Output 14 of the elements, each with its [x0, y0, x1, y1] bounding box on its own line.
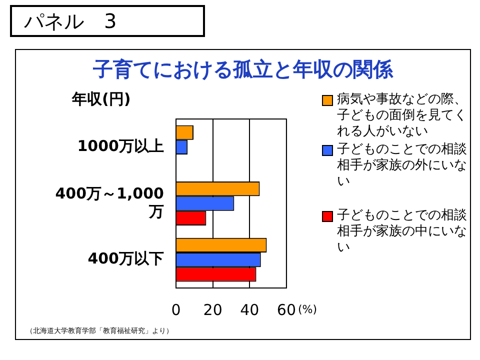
text: パネル 3 — [10, 5, 205, 37]
chart-title: 子育てにおける孤立と年収の関係 — [92, 56, 394, 83]
x-tick-label: 40 — [240, 300, 260, 319]
x-tick-label: 60 — [276, 300, 296, 319]
legend-label: 子どものことでの相談相手が家族の外にいない — [337, 142, 467, 190]
y-tick-label: 400万～1,000万 — [55, 184, 164, 220]
x-tick-label: 0 — [171, 300, 181, 319]
x-axis-title: (%) — [298, 303, 318, 316]
y-tick-label: 400万以下 — [88, 250, 164, 268]
y-axis-title: 年収(円) — [72, 90, 131, 109]
legend-label: 病気や事故などの際、子どもの面倒を見てくれる人がいない — [337, 92, 467, 140]
legend-label: 子どものことでの相談相手が家族の中にいない — [337, 208, 467, 256]
x-tick-label: 20 — [203, 300, 222, 319]
y-tick-label: 1000万以上 — [77, 137, 164, 156]
